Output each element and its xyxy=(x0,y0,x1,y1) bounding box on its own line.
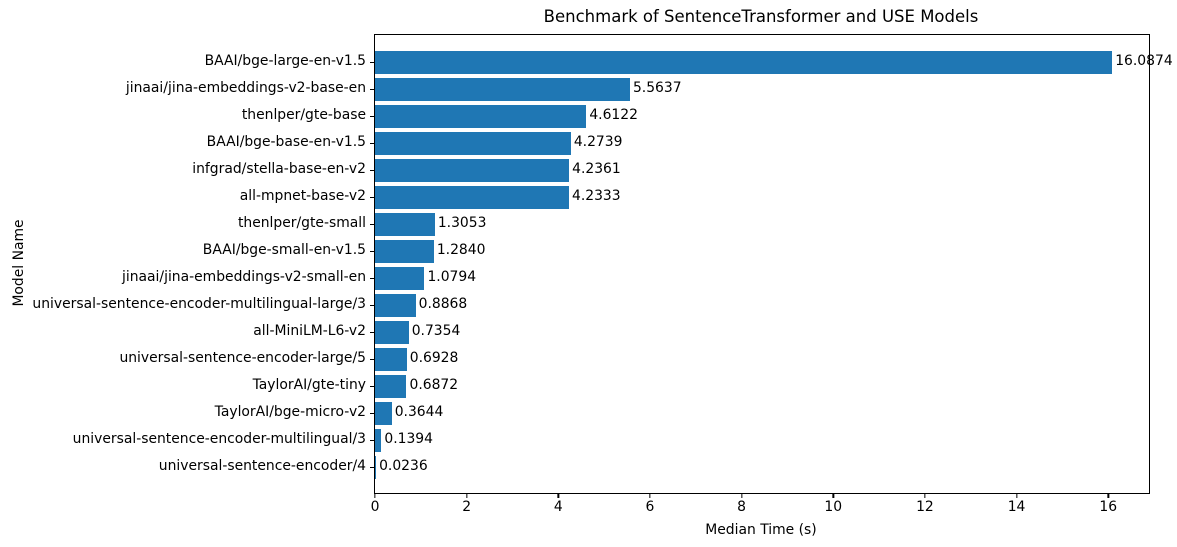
y-tick-label: all-MiniLM-L6-v2 xyxy=(253,323,366,340)
x-tick-mark xyxy=(374,494,376,498)
bar xyxy=(375,77,630,101)
y-tick-label: universal-sentence-encoder-multilingual/… xyxy=(72,431,366,448)
x-tick-mark xyxy=(1107,494,1109,498)
bar-value-label: 4.2739 xyxy=(573,134,623,151)
x-tick-mark xyxy=(740,494,743,498)
bar-value-label: 4.6122 xyxy=(589,107,638,124)
y-tick-label: BAAI/bge-small-en-v1.5 xyxy=(202,242,366,259)
y-tick-mark xyxy=(370,304,374,306)
y-tick-label: infgrad/stella-base-en-v2 xyxy=(192,161,366,178)
bar-value-label: 16.0874 xyxy=(1115,53,1173,70)
y-axis-label: Model Name xyxy=(11,219,27,307)
y-tick-label: universal-sentence-encoder/4 xyxy=(158,458,366,475)
x-tick-mark xyxy=(649,494,651,498)
bar-value-label: 5.5637 xyxy=(632,80,682,97)
bar xyxy=(375,131,571,155)
x-tick-mark xyxy=(832,494,834,498)
x-tick-label: 8 xyxy=(737,499,747,515)
bar-value-label: 0.1394 xyxy=(384,431,433,448)
bar-value-label: 0.6928 xyxy=(409,350,459,367)
chart-title: Benchmark of SentenceTransformer and USE… xyxy=(543,7,979,26)
x-tick-label: 6 xyxy=(645,499,655,515)
y-tick-mark xyxy=(370,142,374,144)
y-tick-mark xyxy=(370,331,374,333)
y-tick-mark xyxy=(370,277,374,279)
bar-value-label: 0.8868 xyxy=(418,296,468,313)
bar-value-label: 0.3644 xyxy=(394,404,444,421)
y-tick-mark xyxy=(370,250,374,252)
y-tick-label: BAAI/bge-base-en-v1.5 xyxy=(206,134,366,151)
y-tick-mark xyxy=(370,88,374,90)
x-tick-label: 12 xyxy=(916,499,934,515)
y-tick-mark xyxy=(370,115,374,117)
bar-value-label: 4.2361 xyxy=(572,161,621,178)
y-tick-label: thenlper/gte-base xyxy=(241,107,366,124)
bar xyxy=(375,104,587,128)
x-tick-label: 0 xyxy=(370,499,380,515)
y-tick-mark xyxy=(370,223,374,225)
y-tick-label: universal-sentence-encoder-large/5 xyxy=(119,350,366,367)
y-tick-mark xyxy=(370,385,374,387)
y-tick-mark xyxy=(370,412,374,414)
y-tick-mark xyxy=(370,358,374,360)
bar xyxy=(375,455,377,479)
bar xyxy=(375,347,407,371)
bar xyxy=(375,374,407,398)
y-tick-mark xyxy=(370,169,374,171)
bar-value-label: 1.3053 xyxy=(437,215,487,232)
bar-value-label: 1.0794 xyxy=(427,269,477,286)
bar-value-label: 0.0236 xyxy=(379,458,428,475)
x-tick-mark xyxy=(1015,494,1018,498)
y-tick-label: all-mpnet-base-v2 xyxy=(239,188,366,205)
x-tick-label: 16 xyxy=(1099,499,1118,515)
bar xyxy=(375,320,409,344)
y-tick-label: BAAI/bge-large-en-v1.5 xyxy=(204,53,366,70)
plot-area: 16.0874 BAAI/bge-large-en-v1.5 5.5637 jinaa… xyxy=(32,34,1173,514)
bar-value-label: 0.6872 xyxy=(409,377,459,394)
bar-value-label: 4.2333 xyxy=(571,188,621,205)
bar xyxy=(375,158,570,182)
x-tick-mark xyxy=(557,494,559,498)
y-tick-label: thenlper/gte-small xyxy=(237,215,366,232)
y-tick-mark xyxy=(370,61,374,63)
bar xyxy=(375,239,434,263)
y-tick-mark xyxy=(370,439,374,441)
bar xyxy=(375,428,382,452)
bar xyxy=(375,293,416,317)
y-tick-mark xyxy=(370,196,374,198)
bar xyxy=(375,212,435,236)
bar xyxy=(375,401,392,425)
x-tick-mark xyxy=(465,494,468,498)
y-tick-label: TaylorAI/bge-micro-v2 xyxy=(214,404,366,421)
y-tick-label: jinaai/jina-embeddings-v2-base-en xyxy=(125,80,366,97)
bar xyxy=(375,50,1113,74)
x-tick-label: 2 xyxy=(462,499,472,515)
y-tick-label: jinaai/jina-embeddings-v2-small-en xyxy=(122,269,366,286)
x-axis-label: Median Time (s) xyxy=(705,522,817,538)
x-tick-mark xyxy=(924,494,926,498)
x-tick-label: 4 xyxy=(553,499,563,515)
y-tick-mark xyxy=(370,466,374,468)
bar-value-label: 1.2840 xyxy=(436,242,486,259)
x-tick-label: 10 xyxy=(824,499,843,515)
x-tick-label: 14 xyxy=(1007,499,1026,515)
bar xyxy=(375,266,425,290)
y-tick-label: universal-sentence-encoder-multilingual-… xyxy=(32,296,366,313)
y-tick-label: TaylorAI/gte-tiny xyxy=(252,377,366,394)
bar-value-label: 0.7354 xyxy=(411,323,461,340)
bar xyxy=(375,185,569,209)
